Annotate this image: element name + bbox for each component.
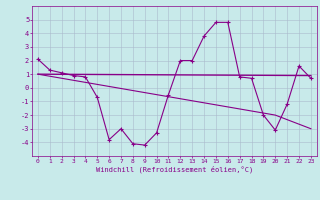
X-axis label: Windchill (Refroidissement éolien,°C): Windchill (Refroidissement éolien,°C) — [96, 165, 253, 173]
